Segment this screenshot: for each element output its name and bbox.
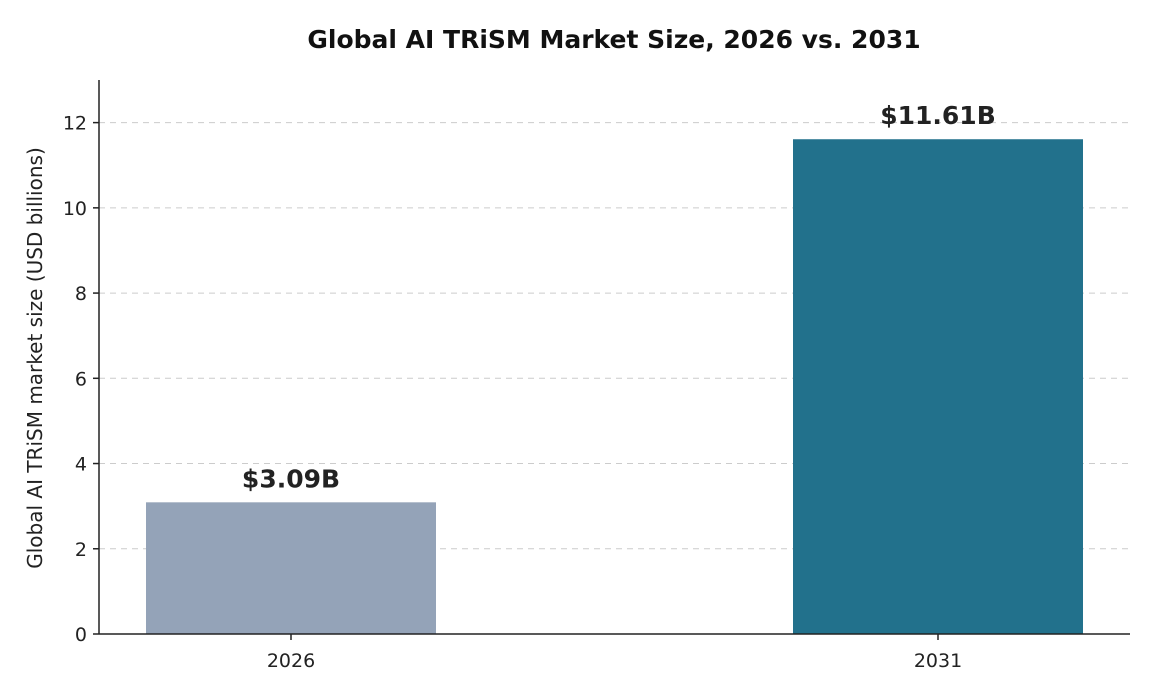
y-tick-label: 8 (75, 283, 87, 305)
x-tick-label-2026: 2026 (267, 650, 315, 672)
bar-2026 (146, 502, 436, 634)
y-tick-label: 4 (75, 454, 87, 476)
y-tick-label: 0 (75, 624, 87, 646)
x-tick-label-2031: 2031 (914, 650, 962, 672)
ticks: 0 2 4 6 8 10 12 2026 2031 (63, 113, 962, 672)
data-label-2031: $11.61B (880, 101, 996, 130)
data-label-2026: $3.09B (242, 464, 340, 493)
y-tick-label: 6 (75, 368, 87, 390)
y-axis-label: Global AI TRiSM market size (USD billion… (23, 147, 47, 569)
y-tick-label: 2 (75, 539, 87, 561)
chart-title: Global AI TRiSM Market Size, 2026 vs. 20… (307, 25, 920, 54)
y-tick-label: 12 (63, 113, 87, 135)
bars (146, 139, 1083, 634)
axes (98, 80, 1130, 635)
data-labels: $3.09B $11.61B (242, 101, 996, 493)
bar-2031 (793, 139, 1083, 634)
y-tick-label: 10 (63, 198, 87, 220)
